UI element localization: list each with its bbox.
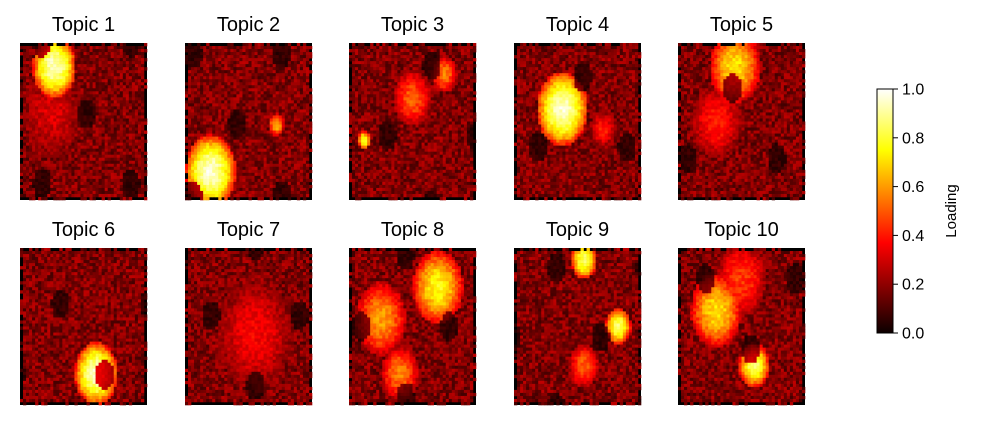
panel-title: Topic 5 <box>710 14 773 36</box>
topic-panel-8: Topic 8 <box>349 219 476 405</box>
topic-panel-5: Topic 5 <box>678 14 805 200</box>
panel-title: Topic 6 <box>52 219 115 241</box>
colorbar-label: Loading <box>943 184 960 237</box>
heatmap-cells <box>678 43 805 200</box>
colorbar: 0.0 0.2 0.4 0.6 0.8 1.0 Loading <box>877 82 960 343</box>
colorbar-tick-label: 0.8 <box>902 130 924 147</box>
colorbar-tick-label: 0.0 <box>902 326 924 343</box>
heatmap-cells <box>514 248 641 405</box>
topic-panel-1: Topic 1 <box>20 14 147 200</box>
panel-title: Topic 7 <box>217 219 280 241</box>
topic-panel-3: Topic 3 <box>349 14 476 200</box>
heatmap-cells <box>185 43 312 200</box>
panel-title: Topic 9 <box>546 219 609 241</box>
heatmap-cells <box>349 248 476 405</box>
topic-panel-10: Topic 10 <box>678 219 805 405</box>
heatmap-cells <box>20 248 147 405</box>
colorbar-tick-label: 1.0 <box>902 82 924 99</box>
panel-title: Topic 4 <box>546 14 609 36</box>
heatmap-cells <box>185 248 312 405</box>
heatmap-cells <box>678 248 805 405</box>
topic-panel-6: Topic 6 <box>20 219 147 405</box>
panel-title: Topic 1 <box>52 14 115 36</box>
topic-panel-4: Topic 4 <box>514 14 641 200</box>
topic-panel-2: Topic 2 <box>185 14 312 200</box>
colorbar-gradient <box>877 89 893 333</box>
heatmap-cells <box>20 43 147 200</box>
panel-title: Topic 8 <box>381 219 444 241</box>
panel-title: Topic 2 <box>217 14 280 36</box>
panel-title: Topic 3 <box>381 14 444 36</box>
colorbar-tick-label: 0.2 <box>902 277 924 294</box>
heatmap-cells <box>349 43 476 200</box>
heatmap-cells <box>514 43 641 200</box>
topic-panel-7: Topic 7 <box>185 219 312 405</box>
panel-title: Topic 10 <box>704 219 779 241</box>
topic-panel-9: Topic 9 <box>514 219 641 405</box>
heatmap-panels: Topic 1 Topic 2 Topic 3 Topic 4 Topic 5 Topic… <box>20 14 805 405</box>
colorbar-tick-label: 0.4 <box>902 228 924 245</box>
colorbar-tick-label: 0.6 <box>902 179 924 196</box>
